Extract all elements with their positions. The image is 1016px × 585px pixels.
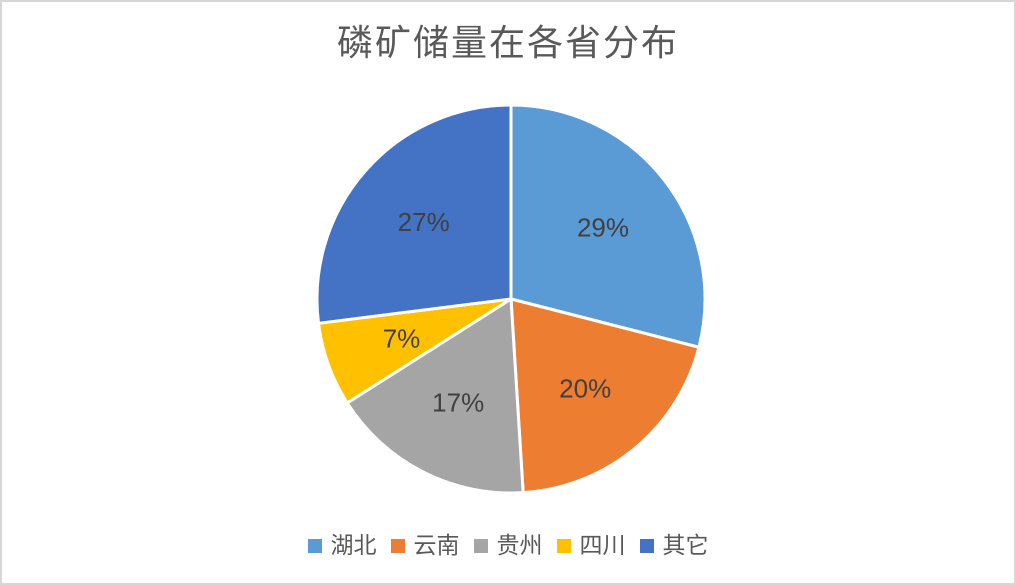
legend-item-贵州[interactable]: 贵州 — [473, 533, 543, 558]
legend-marker-icon — [639, 538, 654, 553]
legend-label: 贵州 — [496, 533, 543, 558]
chart-legend: 湖北 云南 贵州 四川 其它 — [2, 534, 1014, 557]
data-label-四川: 7% — [383, 323, 421, 353]
legend-item-湖北[interactable]: 湖北 — [307, 533, 377, 558]
legend-item-四川[interactable]: 四川 — [556, 533, 626, 558]
legend-label: 湖北 — [330, 533, 377, 558]
legend-marker-icon — [556, 538, 571, 553]
legend-label: 四川 — [579, 533, 626, 558]
data-label-湖北: 29% — [577, 213, 629, 243]
legend-item-云南[interactable]: 云南 — [390, 533, 460, 558]
pie-slice-贵州[interactable] — [345, 297, 525, 495]
legend-item-其它[interactable]: 其它 — [639, 533, 709, 558]
legend-marker-icon — [307, 538, 322, 553]
legend-marker-icon — [390, 538, 405, 553]
chart-title: 磷矿储量在各省分布 — [336, 23, 679, 63]
pie-slice-其它[interactable] — [315, 103, 513, 325]
legend-label: 其它 — [662, 533, 709, 558]
data-label-贵州: 17% — [432, 388, 484, 418]
legend-marker-icon — [473, 538, 488, 553]
legend-label: 云南 — [413, 533, 460, 558]
data-label-云南: 20% — [559, 374, 611, 404]
pie-slice-湖北[interactable] — [509, 103, 707, 349]
data-label-其它: 27% — [398, 207, 450, 237]
pie-slice-云南[interactable] — [509, 297, 701, 495]
